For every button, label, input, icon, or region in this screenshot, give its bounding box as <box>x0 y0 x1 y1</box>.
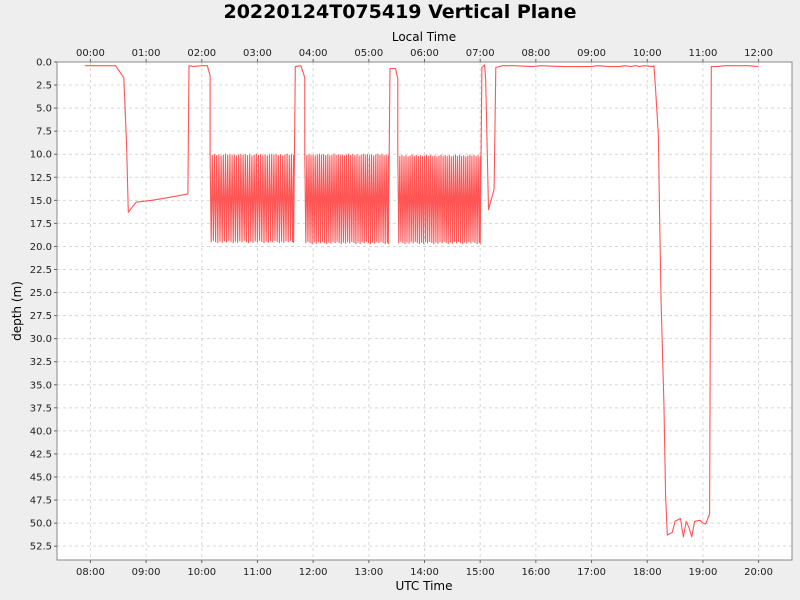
y-tick-label: 52.5 <box>30 542 52 553</box>
axes: 0.0 2.5 5.0 7.5 10.0 12.5 15.0 17.5 20.0 22.5 25.0… <box>30 48 773 578</box>
y-tick-label: 15.0 <box>30 196 52 207</box>
y-tick-label: 5.0 <box>36 104 52 115</box>
y-tick-label: 50.0 <box>30 519 52 530</box>
x2-tick-label: 06:00 <box>410 48 439 59</box>
x-tick-label: 19:00 <box>688 567 717 578</box>
x2-tick-label: 09:00 <box>577 48 606 59</box>
x2-tick-label: 03:00 <box>243 48 272 59</box>
x2-tick-label: 12:00 <box>744 48 773 59</box>
y-tick-label: 45.0 <box>30 473 52 484</box>
x-tick-label: 08:00 <box>76 567 105 578</box>
x-tick-label: 16:00 <box>521 567 550 578</box>
x-tick-label: 12:00 <box>299 567 328 578</box>
x-tick-label: 13:00 <box>354 567 383 578</box>
x-tick-label: 20:00 <box>744 567 773 578</box>
x-tick-label: 14:00 <box>410 567 439 578</box>
x2-tick-label: 05:00 <box>354 48 383 59</box>
x-tick-label: 15:00 <box>466 567 495 578</box>
series-group <box>84 64 759 538</box>
x2-axis-label: Local Time <box>392 30 456 44</box>
depth-series-line <box>84 64 759 538</box>
y-tick-label: 12.5 <box>30 173 52 184</box>
y-tick-label: 47.5 <box>30 496 52 507</box>
x-tick-label: 10:00 <box>187 567 216 578</box>
y-tick-label: 37.5 <box>30 403 52 414</box>
y-tick-label: 7.5 <box>36 127 52 138</box>
x2-tick-label: 02:00 <box>187 48 216 59</box>
x2-tick-label: 10:00 <box>633 48 662 59</box>
x2-tick-label: 01:00 <box>132 48 161 59</box>
y-tick-label: 40.0 <box>30 426 52 437</box>
x2-tick-label: 08:00 <box>521 48 550 59</box>
y-tick-label: 35.0 <box>30 380 52 391</box>
x2-tick-label: 07:00 <box>466 48 495 59</box>
y-tick-label: 25.0 <box>30 288 52 299</box>
y-axis-label: depth (m) <box>10 281 24 341</box>
y-tick-label: 42.5 <box>30 449 52 460</box>
x-tick-label: 17:00 <box>577 567 606 578</box>
x2-tick-label: 04:00 <box>299 48 328 59</box>
x-tick-label: 11:00 <box>243 567 272 578</box>
x-tick-label: 18:00 <box>633 567 662 578</box>
y-tick-label: 20.0 <box>30 242 52 253</box>
y-tick-label: 10.0 <box>30 150 52 161</box>
y-tick-label: 22.5 <box>30 265 52 276</box>
x-tick-label: 09:00 <box>132 567 161 578</box>
x2-tick-label: 00:00 <box>76 48 105 59</box>
y-tick-label: 0.0 <box>36 58 52 69</box>
y-tick-label: 30.0 <box>30 334 52 345</box>
y-tick-label: 32.5 <box>30 357 52 368</box>
y-tick-label: 27.5 <box>30 311 52 322</box>
chart-title: 20220124T075419 Vertical Plane <box>223 1 577 23</box>
y-tick-label: 2.5 <box>36 81 52 92</box>
y-tick-label: 17.5 <box>30 219 52 230</box>
x2-tick-label: 11:00 <box>688 48 717 59</box>
x-axis-label: UTC Time <box>396 579 453 593</box>
